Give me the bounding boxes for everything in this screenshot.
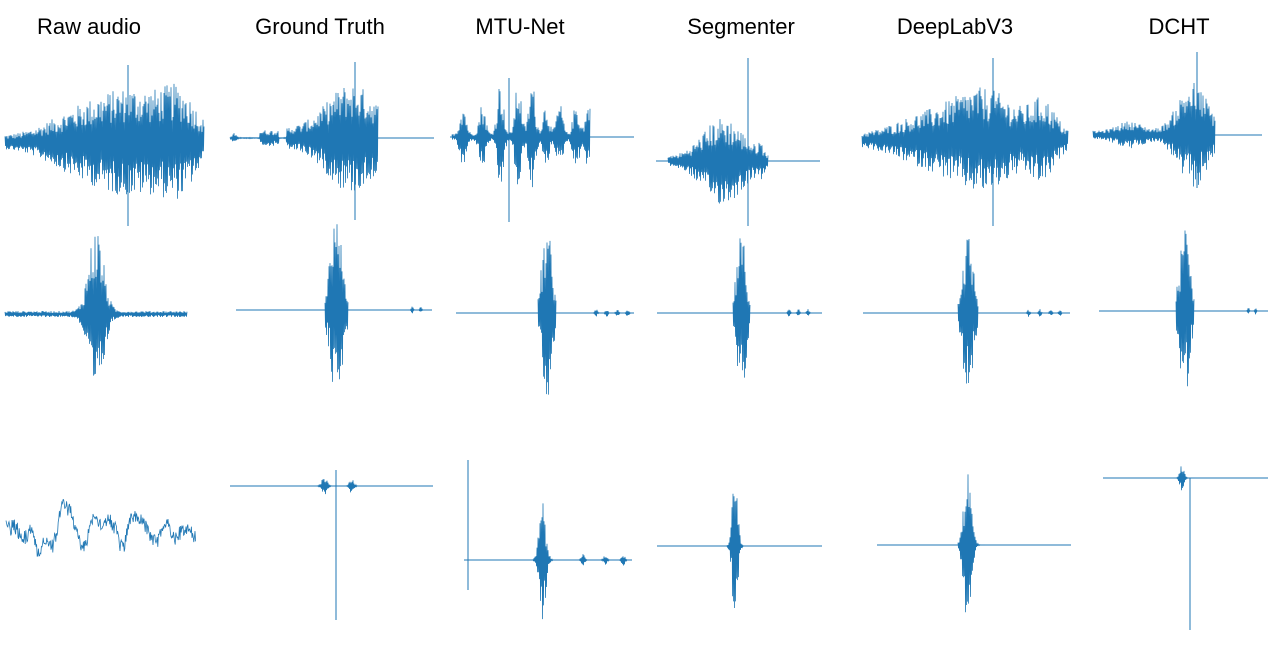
row2-deeplabv3-clicks <box>1024 309 1063 317</box>
row1-deeplabv3-wave <box>861 87 1069 189</box>
column-title-deeplabv3: DeepLabV3 <box>896 14 1014 39</box>
row2-mtu-net-wave <box>537 240 557 395</box>
row1-dcht-wave <box>1092 82 1216 187</box>
row3-dcht-burst <box>1174 466 1195 491</box>
row2-segmenter-clicks <box>785 309 812 317</box>
row3-ground-truth-burst <box>316 479 359 495</box>
row2-segmenter-wave <box>732 238 751 378</box>
column-title-dcht: DCHT <box>1148 14 1210 39</box>
row3-raw-audio-wave <box>5 499 196 557</box>
row1-mtu-net-wave <box>451 88 591 188</box>
row3-mtu-net-clicks <box>575 554 630 566</box>
column-title-mtu-net: MTU-Net <box>475 14 565 39</box>
row2-ground-truth-clicks <box>408 306 425 314</box>
row3-deeplabv3-burst <box>957 474 985 613</box>
column-title-segmenter: Segmenter <box>687 14 795 39</box>
row2-dcht-clicks <box>1245 308 1259 315</box>
column-title-ground-truth: Ground Truth <box>255 14 385 39</box>
row2-raw-audio-wave <box>4 236 188 376</box>
row1-segmenter-wave <box>667 119 769 204</box>
row1-ground-truth-wave <box>229 87 379 191</box>
row2-ground-truth-wave <box>324 224 349 382</box>
row3-mtu-net-burst <box>532 503 560 620</box>
row3-segmenter-burst <box>725 493 746 609</box>
row2-dcht-wave <box>1175 230 1195 387</box>
row1-raw-audio-wave <box>4 83 205 199</box>
column-title-raw-audio: Raw audio <box>37 14 141 39</box>
row2-deeplabv3-wave <box>957 238 979 384</box>
row2-mtu-net-clicks <box>592 309 634 317</box>
